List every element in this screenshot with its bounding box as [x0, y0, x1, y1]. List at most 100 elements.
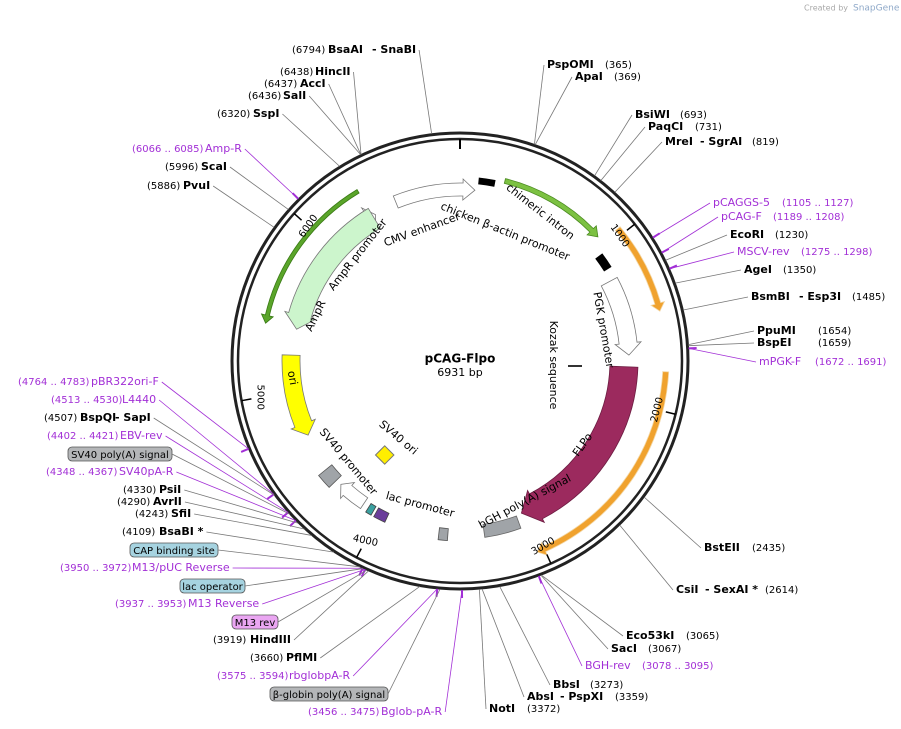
enzyme-name: PsiI [159, 483, 181, 496]
leader-line [688, 342, 755, 347]
sv40-ori-mark [374, 445, 395, 465]
enzyme-name: ApaI [575, 70, 603, 83]
scale-tick [546, 554, 552, 564]
leader-line [534, 76, 573, 145]
enzyme-name: - SexAI * [705, 583, 758, 596]
site-position: (3372) [527, 704, 560, 715]
site-position: (3919) [213, 635, 246, 646]
leader-line [619, 524, 674, 591]
site-position: (3456 .. 3475) [308, 707, 380, 718]
enzyme-name: AvrII [153, 495, 182, 508]
primer-name: pCAG-F [721, 210, 762, 223]
leader-line [661, 216, 719, 253]
leader-line [534, 64, 545, 145]
plasmid-name: pCAG-Flpo [425, 352, 496, 366]
leader-line [244, 568, 364, 587]
primer-name: M13/pUC Reverse [132, 561, 230, 574]
leader-line [669, 251, 735, 270]
feature-arrow [520, 365, 639, 524]
leader-line [171, 453, 291, 515]
primer-mark [537, 575, 543, 584]
site-position: (1659) [818, 338, 851, 349]
site-position: (3065) [686, 631, 719, 642]
leader-line [165, 435, 289, 513]
site-position: (2614) [765, 585, 798, 596]
primer-name: Bglob-pA-R [381, 705, 443, 718]
site-position: (3950 .. 3972) [60, 563, 132, 574]
leader-line [262, 569, 366, 605]
leader-line [353, 71, 362, 155]
enzyme-name: BspQI [80, 411, 116, 424]
feature-arrow [482, 515, 522, 538]
enzyme-name: AbsI [527, 690, 554, 703]
site-position: (1654) [818, 326, 851, 337]
primer-name: pCAGGS-5 [713, 196, 770, 209]
primer-name: M13 Reverse [188, 597, 259, 610]
leader-line [184, 489, 299, 524]
feature-box-label: lac operator [182, 582, 243, 593]
leader-line [541, 574, 624, 637]
site-position: (3067) [648, 644, 681, 655]
leader-line [540, 574, 609, 650]
enzyme-name: Eco53kI [626, 629, 674, 642]
leader-line [320, 586, 421, 659]
feature-box-label: M13 rev [235, 618, 276, 629]
feature-arrow [437, 527, 449, 542]
outer-ring [230, 131, 690, 591]
site-position: (1485) [852, 292, 885, 303]
leader-line [481, 588, 525, 698]
site-position: (4348 .. 4367) [46, 467, 118, 478]
scale-tick [355, 548, 362, 558]
site-position: (1230) [775, 230, 808, 241]
enzyme-name: - Esp3I [799, 290, 841, 303]
site-position: (2435) [752, 543, 785, 554]
primer-name: Amp-R [205, 142, 242, 155]
leader-line [229, 166, 289, 210]
site-position: (731) [695, 122, 722, 133]
enzyme-name: ScaI [201, 160, 227, 173]
feature-label: lac promoter [384, 489, 456, 520]
site-position: (6320) [217, 109, 250, 120]
primer-name: pBR322ori-F [91, 375, 159, 388]
leader-line [328, 83, 362, 155]
site-position: (4290) [117, 497, 150, 508]
feature-arrow [503, 178, 599, 238]
site-position: (3937 .. 3953) [115, 599, 187, 610]
leader-line [683, 296, 749, 311]
leader-line [594, 114, 633, 176]
leader-line [444, 589, 463, 713]
leader-line [184, 501, 305, 530]
site-position: (5886) [147, 181, 180, 192]
site-position: (6794) [292, 45, 325, 56]
leader-line [688, 330, 755, 346]
leader-line [153, 417, 275, 496]
leader-line [387, 588, 441, 695]
leader-line [675, 269, 742, 284]
site-position: (693) [680, 110, 707, 121]
enzyme-name: AccI [300, 77, 326, 90]
leader-line [277, 569, 368, 623]
leader-line [217, 549, 360, 568]
site-position: (5996) [165, 162, 198, 173]
primer-mark [652, 232, 661, 239]
enzyme-name: HincII [315, 65, 351, 78]
site-position: (1672 .. 1691) [815, 357, 887, 368]
feature-label: Kozak sequence [547, 321, 560, 410]
feature-arrow [600, 276, 642, 356]
site-position: (4764 .. 4783) [18, 377, 90, 388]
enzyme-name: PspOMI [547, 58, 594, 71]
site-position: (6437) [264, 79, 297, 90]
enzyme-name: EcoRI [730, 228, 764, 241]
enzyme-name: BstEII [704, 541, 740, 554]
primer-name: L4440 [122, 393, 156, 406]
scale-tick [665, 411, 676, 415]
primer-mark [240, 447, 249, 453]
leader-line [161, 381, 249, 450]
leader-line [538, 575, 583, 667]
enzyme-name: - PspXI [560, 690, 603, 703]
enzyme-name: BbsI [553, 678, 580, 691]
leader-line [665, 234, 728, 261]
feature-arrow [340, 481, 369, 510]
enzyme-name: BsmBI [751, 290, 790, 303]
